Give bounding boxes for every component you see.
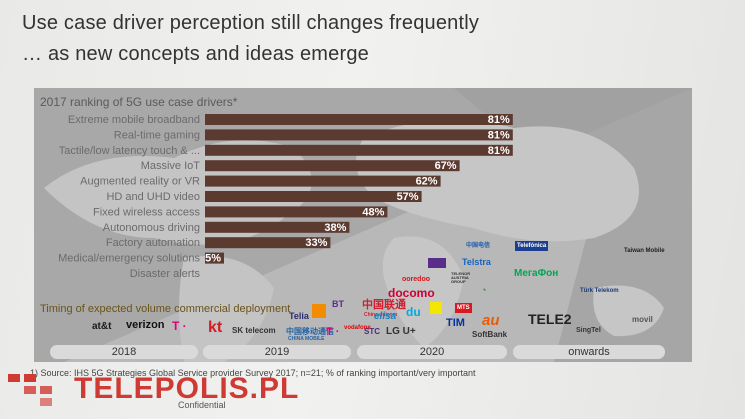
category-label: Autonomous driving [103, 222, 200, 234]
year-2020: 2020 [357, 345, 507, 359]
logo-vodafone: vodafone [344, 325, 371, 331]
category-label: Fixed wireless access [93, 206, 200, 218]
chart-title: 2017 ranking of 5G use case drivers* [40, 95, 238, 109]
value-label: 81% [488, 145, 510, 157]
bar [205, 144, 513, 156]
logo-du: du [406, 305, 421, 319]
logo-china-unicom: 中国联通 [362, 299, 406, 311]
category-label: Tactile/low latency touch & ... [59, 145, 200, 157]
logo-sk-telecom: SK telecom [232, 326, 276, 335]
value-label: 81% [488, 129, 510, 141]
category-label: Disaster alerts [130, 268, 201, 280]
category-label: Massive IoT [141, 160, 201, 172]
telepolis-watermark: TELEPOLIS.PL [74, 372, 300, 405]
logo-tmobile-us: T · [172, 319, 187, 333]
logo-taiwan-mobile: Taiwan Mobile [624, 248, 665, 254]
logo-singtel: SingTel [576, 327, 601, 334]
year-2019: 2019 [203, 345, 351, 359]
bar [205, 237, 331, 249]
source-footnote: 1) Source: IHS 5G Strategies Global Serv… [30, 368, 476, 378]
value-label: 5% [205, 253, 221, 265]
category-label: Extreme mobile broadband [68, 114, 200, 126]
logo-megafon: МегаФон [514, 268, 559, 279]
logo-elisa: elisa [374, 311, 397, 322]
logo-verizon: verizon [126, 319, 165, 331]
logo-au: au [482, 312, 500, 329]
logo-kt: kt [208, 319, 223, 336]
logo-ooredoo: ooredoo [402, 276, 430, 283]
logo-telenor-austria: TELENOR AUSTRIA GROUP [451, 271, 471, 284]
category-label: Factory automation [106, 237, 200, 249]
logo-lg-uplus: LG U+ [386, 326, 416, 337]
logo-tele2: TELE2 [528, 311, 572, 327]
logo-movil: movil [632, 315, 653, 324]
value-label: 48% [362, 206, 384, 218]
world-map-background [34, 88, 692, 362]
bar [205, 191, 422, 202]
slide-title-line2: … as new concepts and ideas emerge [22, 43, 369, 65]
logo-tmobile-eu: T · [326, 326, 340, 338]
logo-eu-flag [428, 258, 446, 268]
category-label: HD and UHD video [106, 191, 200, 203]
category-label: Real-time gaming [114, 129, 200, 141]
watermark-logo-icon [8, 374, 52, 406]
logo-china-mobile-sub: CHINA MOBILE [288, 336, 325, 342]
year-2018: 2018 [50, 345, 198, 359]
slide-title-line1: Use case driver perception still changes… [22, 12, 480, 34]
value-label: 67% [435, 160, 457, 172]
value-label: 62% [416, 176, 438, 188]
bar [205, 252, 224, 264]
logo-telia: Telia [289, 311, 309, 321]
value-label: 81% [488, 114, 510, 126]
value-label: 33% [305, 237, 327, 249]
category-label: Medical/emergency solutions [58, 253, 200, 265]
logo-telstra: Telstra [462, 257, 491, 267]
bar [205, 129, 513, 141]
bar [205, 114, 513, 125]
category-label: Augmented reality or VR [80, 176, 200, 188]
logo-bt: BT [332, 299, 344, 309]
logo-turk-telekom: Türk Telekom [580, 288, 619, 294]
logo-tim: TIM [446, 317, 465, 329]
logo-mts: MTS [455, 303, 472, 313]
logo-att: at&t [92, 321, 112, 332]
logo-docomo: docomo [388, 286, 435, 300]
logo-china-telecom: 中国电信 [466, 243, 491, 249]
value-label: 57% [397, 191, 419, 203]
logo-china-unicom-sub: China unicom [364, 312, 398, 318]
logo-stc: STC [364, 327, 380, 336]
confidential-label: Confidential [178, 400, 226, 410]
bar [205, 221, 350, 233]
logo-orange [312, 304, 326, 318]
logo-china-mobile: 中国移动通信 [286, 327, 334, 336]
bar [205, 175, 441, 187]
year-onwards: onwards [513, 345, 665, 359]
logo-green-mark: ◔ [481, 285, 487, 295]
logo-yellow-badge [430, 302, 442, 314]
bar [205, 160, 460, 172]
timing-title: Timing of expected volume commercial dep… [40, 303, 291, 315]
bar [205, 206, 388, 218]
logo-softbank: SoftBank [472, 330, 508, 339]
logo-telefonica: Telefónica [515, 241, 549, 251]
value-label: 38% [324, 222, 346, 234]
